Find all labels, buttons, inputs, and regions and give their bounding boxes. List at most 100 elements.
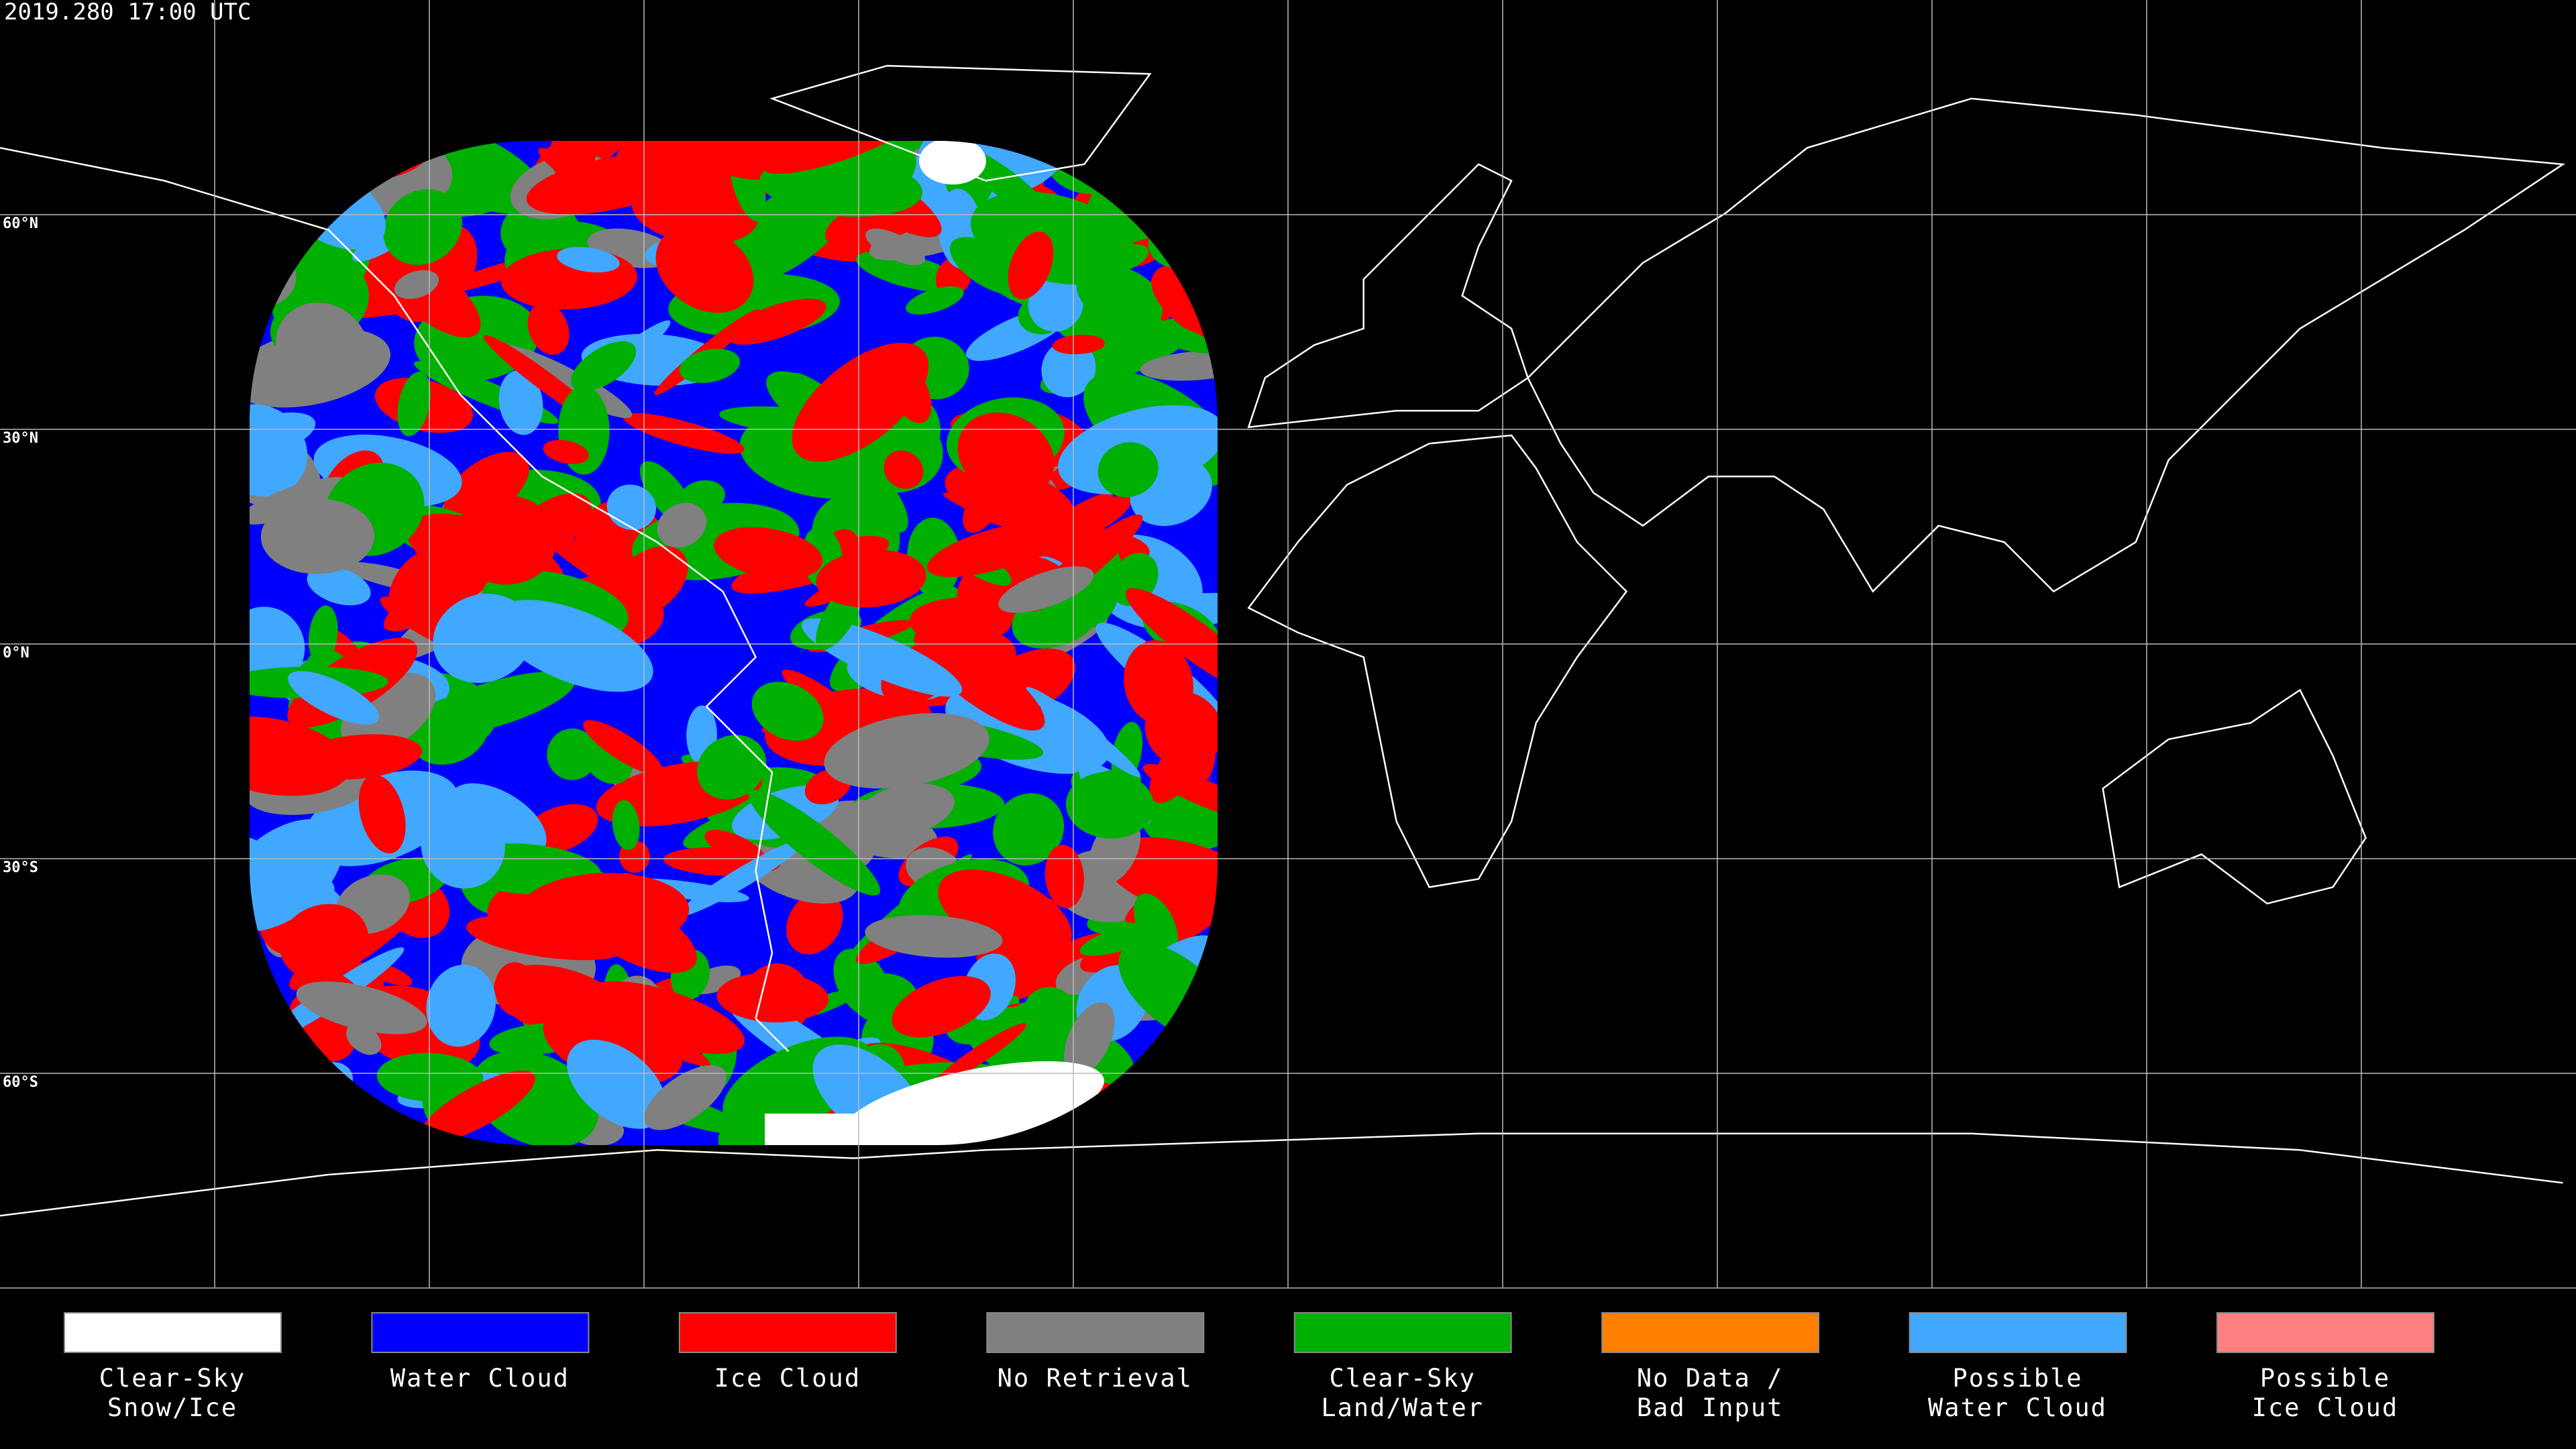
cloud-patch: [566, 888, 697, 973]
cloud-patch: [279, 904, 369, 981]
cloud-patch: [714, 527, 823, 580]
legend-swatch: [371, 1312, 590, 1353]
cloud-patch: [296, 981, 427, 1034]
cloud-patch: [433, 594, 533, 684]
cloud-patch: [1028, 275, 1083, 332]
cloud-patch: [716, 972, 829, 1023]
snow-patch: [919, 141, 986, 184]
legend-label: Possible: [2260, 1364, 2390, 1393]
cloud-patch: [655, 225, 754, 313]
latitude-label: 30°S: [3, 859, 38, 876]
cloud-patch: [308, 605, 338, 665]
cloud-patch: [608, 546, 688, 619]
cloud-patch: [443, 451, 529, 523]
cloud-patch: [421, 802, 505, 889]
cloud-patch: [250, 477, 351, 525]
cloud-patch: [1052, 335, 1106, 355]
latitude-label: 30°N: [3, 430, 38, 447]
latitude-label: 0°N: [3, 645, 30, 661]
americas-coast: [0, 148, 789, 1051]
coastlines: [0, 66, 2563, 1216]
cloud-patch: [307, 566, 371, 606]
cloud-patch: [498, 370, 543, 435]
cloud-patch: [792, 342, 929, 462]
cloud-patch: [865, 915, 1003, 958]
latitude-label: 60°S: [3, 1074, 38, 1091]
cloud-patch: [657, 502, 707, 548]
cloud-patch: [883, 450, 924, 489]
cloud-patch: [449, 783, 547, 858]
cloud-patch: [1022, 987, 1077, 1044]
cloud-patch: [782, 669, 862, 726]
cloud-patch: [1041, 339, 1096, 398]
cloud-patch: [288, 671, 380, 725]
legend-swatch: [1909, 1312, 2127, 1353]
latitude-label: 60°N: [3, 215, 38, 232]
cloud-patch: [696, 735, 767, 800]
cloud-patch: [841, 799, 879, 868]
cloud-patch: [1140, 350, 1218, 381]
cloud-patch: [1064, 1002, 1115, 1077]
cloud-patch: [383, 189, 462, 266]
legend-swatch: [2216, 1312, 2434, 1353]
snow-patch: [765, 1114, 885, 1145]
australia-coast: [2103, 690, 2366, 904]
cloud-patch: [906, 286, 964, 315]
cloud-patch: [250, 716, 350, 796]
cloud-patch: [260, 498, 375, 574]
cloud-patch: [538, 148, 610, 195]
cloud-patch: [751, 682, 824, 741]
cloud-patch: [419, 1070, 535, 1144]
cloud-patch: [678, 839, 806, 917]
legend-label: Possible: [1952, 1364, 2082, 1393]
cloud-patch: [1144, 691, 1218, 768]
legend-swatch: [64, 1312, 282, 1353]
legend-swatch: [986, 1312, 1205, 1353]
greenland-coast: [772, 66, 1150, 180]
snow-patch: [841, 1061, 1104, 1145]
legend-label: Water Cloud: [390, 1364, 570, 1393]
cloud-patch: [993, 793, 1065, 866]
asia-coast: [1528, 99, 2563, 592]
cloud-patch: [998, 566, 1094, 613]
cloud-patch: [567, 1039, 666, 1129]
legend-label: Snow/Ice: [107, 1393, 237, 1422]
cloud-patch: [933, 1023, 1026, 1086]
cloud-patch: [849, 461, 908, 533]
cloud-patch: [250, 845, 329, 907]
legend-label: Clear-Sky: [99, 1364, 246, 1393]
europe-coast: [1248, 164, 1527, 427]
cloud-patch: [679, 349, 741, 383]
legend-swatch: [1601, 1312, 1820, 1353]
cloud-patch: [748, 790, 881, 896]
cloud-patch: [494, 962, 539, 1017]
legend-label: Clear-Sky: [1329, 1364, 1475, 1393]
cloud-patch: [543, 439, 589, 464]
cloud-patch: [426, 964, 496, 1047]
cloud-patch: [523, 1066, 572, 1120]
cloud-patch: [275, 303, 369, 392]
cloud-patch: [612, 800, 640, 851]
legend-label: No Retrieval: [998, 1364, 1193, 1393]
africa-coast: [1248, 435, 1626, 887]
cloud-patch: [250, 412, 316, 458]
cloud-patch: [527, 303, 570, 355]
cloud-patch: [586, 981, 745, 1055]
cloud-patch: [557, 247, 620, 273]
cloud-patch: [623, 413, 745, 454]
cloud-patch: [346, 1023, 382, 1055]
cloud-patch: [1079, 920, 1167, 956]
legend-swatch: [678, 1312, 897, 1353]
legend-label: Land/Water: [1321, 1393, 1484, 1422]
satellite-image: [250, 141, 1218, 1145]
timestamp: 2019.280 17:00 UTC: [4, 0, 251, 25]
cloud-patch: [786, 891, 843, 955]
cloud-patch: [397, 372, 431, 437]
cloud-patch: [376, 1053, 484, 1102]
cloud-patch: [1125, 588, 1218, 695]
cloud-patch: [892, 976, 991, 1038]
graticule: [0, 0, 2576, 1288]
cloud-patch: [855, 784, 955, 837]
cloud-patch: [914, 629, 1045, 731]
